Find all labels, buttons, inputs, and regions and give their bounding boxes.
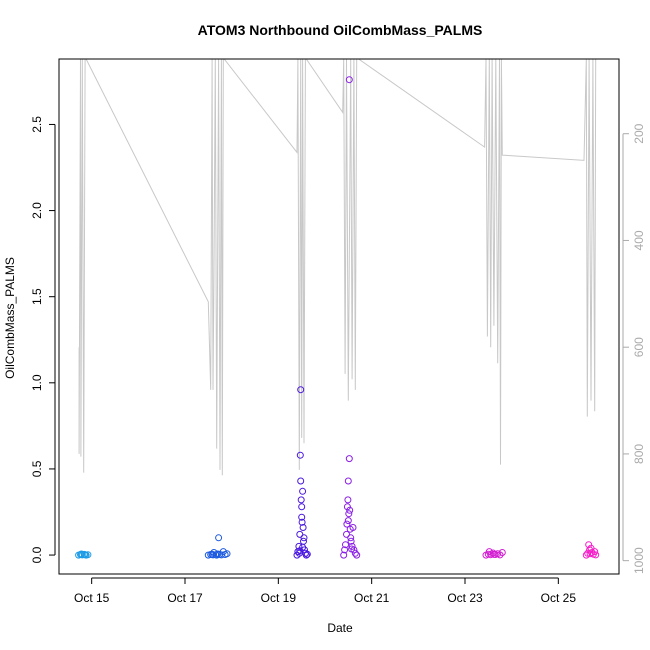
data-point (344, 496, 352, 504)
x-tick-label: Oct 19 (261, 591, 297, 605)
right-axis: 200 400 600 800 1000 (622, 123, 646, 574)
data-point (345, 455, 353, 463)
data-point (223, 550, 231, 558)
data-point (344, 517, 352, 525)
data-point (582, 551, 590, 559)
data-point (299, 524, 307, 531)
right-axis-tick-label: 600 (632, 337, 646, 357)
right-axis-tick-label: 800 (632, 444, 646, 464)
data-point (84, 551, 92, 559)
y-tick-label: 1.0 (30, 374, 44, 391)
data-point (208, 550, 216, 558)
data-point (349, 524, 357, 531)
y-tick-label: 1.5 (30, 288, 44, 305)
y-tick-label: 2.5 (30, 116, 44, 133)
chart-title: ATOM3 Northbound OilCombMass_PALMS (198, 22, 483, 38)
data-point (348, 542, 356, 550)
data-point (303, 550, 311, 558)
data-point (298, 513, 306, 521)
y-tick-label: 0.0 (30, 546, 44, 563)
data-point (81, 551, 89, 559)
data-point (347, 534, 355, 542)
x-tick-label: Oct 21 (354, 591, 390, 605)
data-point (302, 551, 310, 559)
data-point (295, 542, 303, 550)
right-axis-tick-label: 200 (632, 123, 646, 143)
data-point (353, 551, 361, 559)
data-point (296, 530, 304, 538)
x-tick-label: Oct 15 (74, 591, 110, 605)
right-axis-tick-label: 400 (632, 230, 646, 250)
data-point (343, 503, 351, 511)
pressure-trace-line (78, 59, 597, 476)
data-point (298, 518, 306, 526)
data-point (346, 506, 354, 514)
plot-frame (58, 58, 620, 575)
data-point (299, 487, 307, 495)
data-point (340, 551, 348, 559)
data-point (343, 530, 350, 538)
data-point (297, 477, 305, 485)
pressure-trace (78, 59, 597, 476)
data-point (300, 534, 308, 542)
data-point (342, 541, 349, 549)
x-tick-label: Oct 23 (447, 591, 483, 605)
x-tick-label: Oct 17 (167, 591, 203, 605)
data-point (213, 551, 221, 559)
data-point (299, 543, 307, 551)
y-tick-label: 0.5 (30, 460, 44, 477)
data-point (341, 546, 349, 554)
right-axis-tick-label: 1000 (632, 547, 646, 574)
data-points (75, 76, 600, 559)
data-point (345, 76, 353, 84)
data-point (345, 510, 353, 518)
y-axis-label: OilCombMass_PALMS (3, 257, 17, 379)
data-point (297, 386, 305, 394)
y-tick-label: 2.0 (30, 202, 44, 219)
data-point (215, 534, 223, 542)
data-point (77, 550, 85, 558)
data-point (351, 549, 359, 557)
data-point (586, 550, 594, 558)
x-axis: Oct 15 Oct 17 Oct 19 Oct 21 Oct 23 Oct 25 (74, 577, 577, 605)
y-axis: 0.0 0.5 1.0 1.5 2.0 2.5 (30, 116, 56, 563)
data-point (490, 550, 498, 558)
data-point (296, 451, 304, 459)
data-point (344, 477, 352, 485)
data-point (348, 545, 356, 553)
data-point (297, 496, 305, 504)
x-axis-label: Date (327, 621, 353, 635)
data-point (585, 541, 593, 549)
data-point (343, 520, 351, 528)
data-point (298, 503, 306, 511)
x-tick-label: Oct 25 (541, 591, 577, 605)
data-point (347, 537, 355, 545)
data-point (498, 549, 506, 556)
